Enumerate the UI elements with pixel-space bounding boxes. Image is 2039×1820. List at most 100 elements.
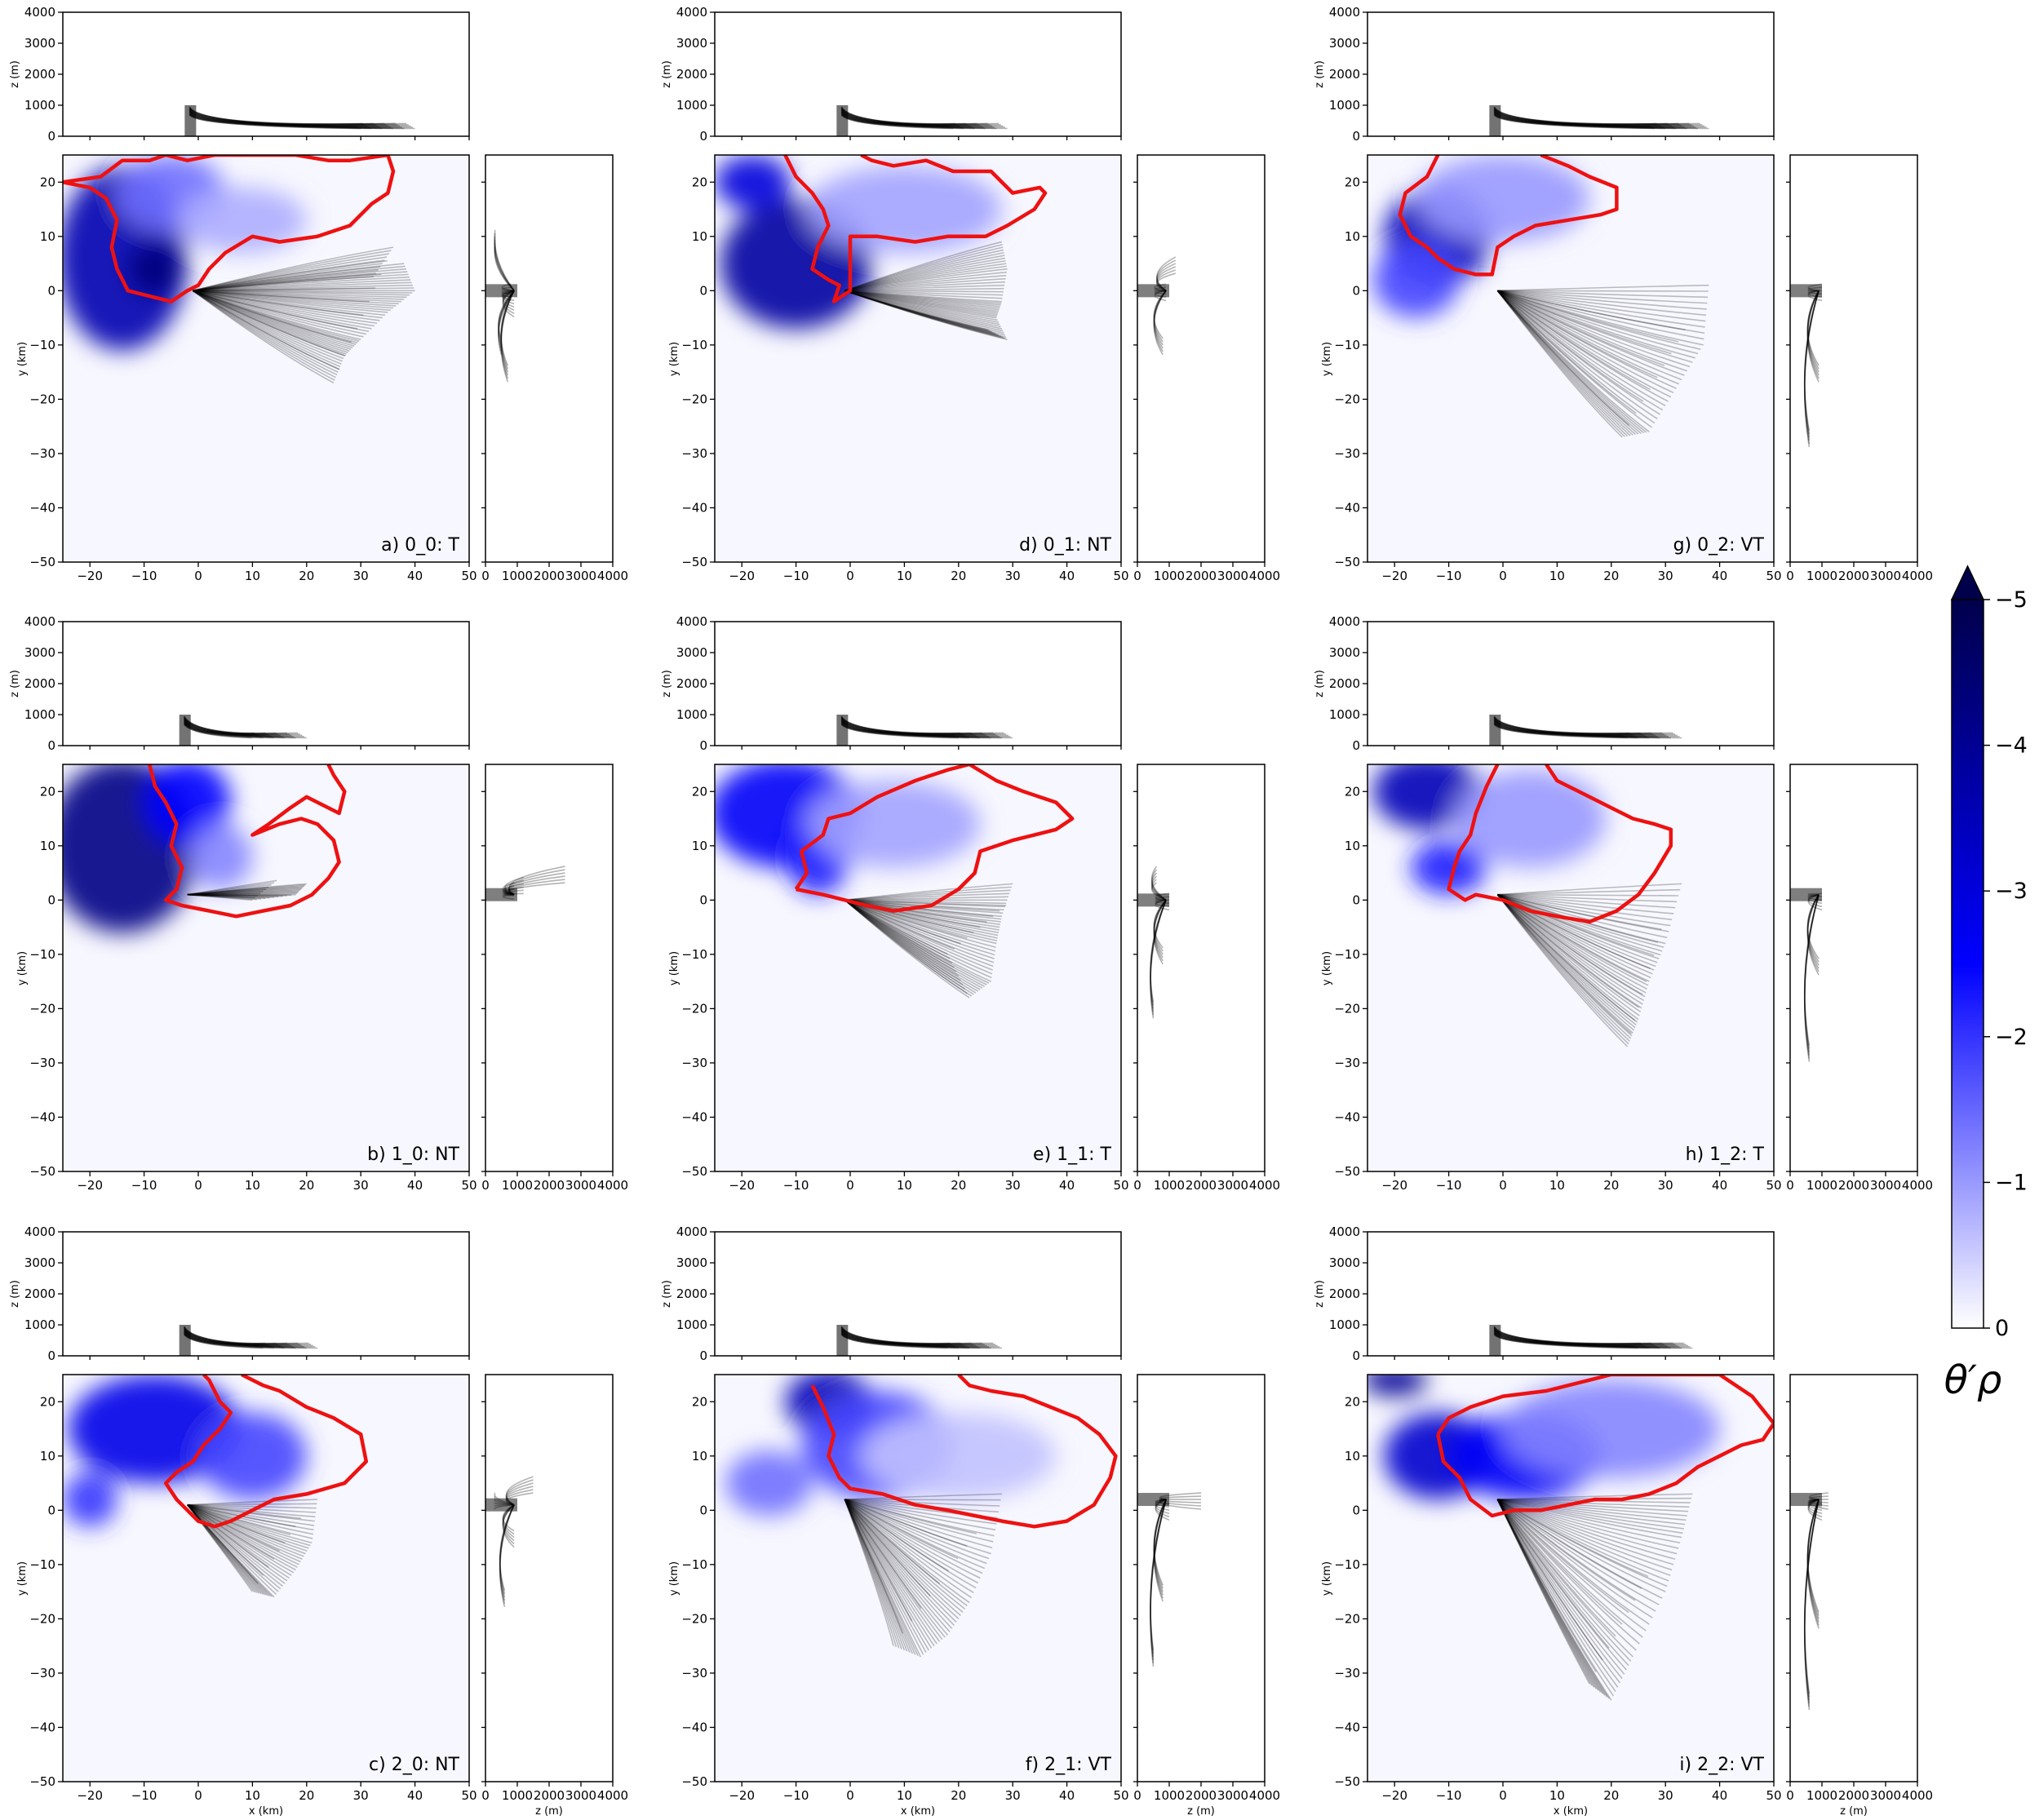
- side-trajectory-line: [502, 882, 515, 896]
- trajectory-line: [844, 899, 994, 968]
- side-trajectory-line: [504, 879, 524, 896]
- side-trajectory-line: [1150, 879, 1167, 901]
- top-trajectory-column: [1489, 715, 1501, 746]
- trajectory-line: [1497, 290, 1705, 334]
- trajectory-line: [1497, 290, 1691, 368]
- trajectory-line: [1497, 290, 1704, 340]
- side-trajectory-line: [508, 879, 565, 896]
- trajectory-line: [187, 1504, 288, 1582]
- trajectory-line: [844, 1499, 922, 1658]
- colorbar: −5 −4 −3 −2 −1 0 θ′ρ: [1944, 565, 2028, 1403]
- top-trajectory-line: [184, 1326, 313, 1347]
- side-trajectory-line: [1806, 1499, 1820, 1619]
- y-tick-label: 10: [1345, 1449, 1360, 1464]
- trajectory-line: [187, 893, 274, 898]
- side-trajectories: [485, 229, 517, 383]
- trajectory-line: [1496, 894, 1642, 1013]
- side-trajectory-line: [1150, 882, 1167, 901]
- top-trajectory-line: [840, 719, 987, 737]
- z-tick-label: 4000: [24, 5, 55, 20]
- side-trajectory-line: [1809, 1499, 1828, 1510]
- x-tick-label: 0: [1499, 1178, 1507, 1193]
- top-trajectory-column: [836, 715, 849, 746]
- side-trajectory-line: [1806, 290, 1820, 370]
- y-tick-label: −20: [29, 1611, 55, 1626]
- top-trajectory-line: [184, 1334, 259, 1347]
- trajectory-line: [187, 1503, 317, 1506]
- trajectory-line: [1497, 893, 1676, 909]
- side-trajectory-line: [1803, 894, 1820, 1062]
- side-tick-label: 0: [1133, 1788, 1141, 1803]
- panel-5: −20 −10 0 10 20 30 40 50 20 10 0 −10 −20 −30 −40 −50 y (…: [661, 1224, 1280, 1818]
- panel-grid: −20 −10 0 10 20 30 40 50 20 10 0 −10 −20 −30 −40 −50 y (…: [9, 5, 1933, 1818]
- trajectory-line: [1497, 1499, 1683, 1534]
- z-axis-label: z (m): [1314, 60, 1326, 88]
- side-trajectory-line: [1150, 900, 1167, 1016]
- side-tick-label: 1000: [1806, 1788, 1837, 1803]
- trajectory-line: [1497, 1499, 1690, 1508]
- trajectory-line: [1496, 1499, 1636, 1601]
- trajectory-line: [193, 290, 399, 305]
- trajectory-line: [187, 1499, 318, 1506]
- x-tick-label: 0: [194, 1178, 202, 1193]
- side-trajectory-line: [1153, 290, 1167, 352]
- trajectory-line: [844, 290, 1004, 293]
- cold-pool-field: [63, 764, 253, 933]
- trajectory-line: [844, 281, 1005, 292]
- trajectory-line: [1496, 290, 1682, 381]
- top-trajectory-line: [184, 1328, 299, 1344]
- z-tick-label: 1000: [1329, 707, 1360, 722]
- panel-7: −20 −10 0 10 20 30 40 50 20 10 0 −10 −20 −30 −40 −50 y (…: [1314, 614, 1933, 1193]
- side-tick-label: 4000: [1249, 1788, 1280, 1803]
- side-trajectory-line: [1806, 290, 1820, 383]
- x-tick-label: 30: [353, 1788, 369, 1803]
- side-trajectory-line: [1806, 894, 1820, 969]
- side-trajectory-line: [501, 283, 515, 292]
- y-tick-label: 20: [1345, 175, 1360, 189]
- side-trajectory-line: [498, 290, 515, 356]
- top-trajectory-line: [1493, 1326, 1684, 1344]
- trajectory-line: [844, 1499, 959, 1560]
- side-trajectory-line: [502, 1504, 515, 1539]
- trajectory-line: [1496, 894, 1636, 1021]
- trajectory-line: [844, 899, 992, 979]
- x-axis-label: x (km): [1554, 1805, 1588, 1818]
- top-trajectory-line: [1493, 722, 1637, 737]
- trajectory-line: [844, 899, 955, 950]
- side-trajectory-line: [499, 1504, 515, 1598]
- trajectory-line: [844, 899, 961, 981]
- trajectory-line: [192, 290, 335, 384]
- trajectory-line: [193, 259, 385, 292]
- z-axis-label: z (m): [1314, 670, 1326, 697]
- trajectory-line: [1497, 290, 1688, 372]
- top-trajectory-line: [840, 723, 961, 735]
- top-trajectory-line: [184, 716, 299, 734]
- top-trajectory-line: [840, 1330, 972, 1344]
- trajectory-line: [844, 290, 998, 317]
- top-trajectory-line: [188, 108, 396, 125]
- top-trajectory-column: [1489, 1325, 1501, 1356]
- z-tick-label: 1000: [1329, 98, 1360, 113]
- top-trajectory-line: [840, 1329, 977, 1347]
- trajectory-line: [844, 290, 1000, 323]
- panel-label: f) 2_1: VT: [1026, 1755, 1112, 1775]
- side-tick-label: 0: [481, 1178, 490, 1193]
- z-axis-label: z (m): [9, 670, 21, 697]
- top-trajectory-line: [184, 721, 264, 739]
- y-tick-label: −40: [681, 1109, 707, 1124]
- side-trajectory-line: [1806, 1499, 1820, 1629]
- side-trajectory-line: [1803, 1499, 1820, 1704]
- x-tick-label: −20: [77, 569, 103, 583]
- y-tick-label: 0: [1352, 1503, 1360, 1517]
- y-tick-label: −10: [1334, 338, 1360, 352]
- trajectory-line: [844, 899, 994, 918]
- top-trajectory-line: [1493, 720, 1650, 739]
- side-tick-label: 4000: [597, 1178, 628, 1193]
- trajectory-line: [844, 241, 1003, 292]
- top-trajectory-line: [1493, 108, 1692, 126]
- top-trajectory-line: [840, 717, 1002, 739]
- top-trajectory-line: [840, 111, 973, 128]
- trajectory-line: [1496, 290, 1672, 398]
- top-trajectory-line: [840, 108, 992, 127]
- top-trajectory-line: [840, 110, 977, 125]
